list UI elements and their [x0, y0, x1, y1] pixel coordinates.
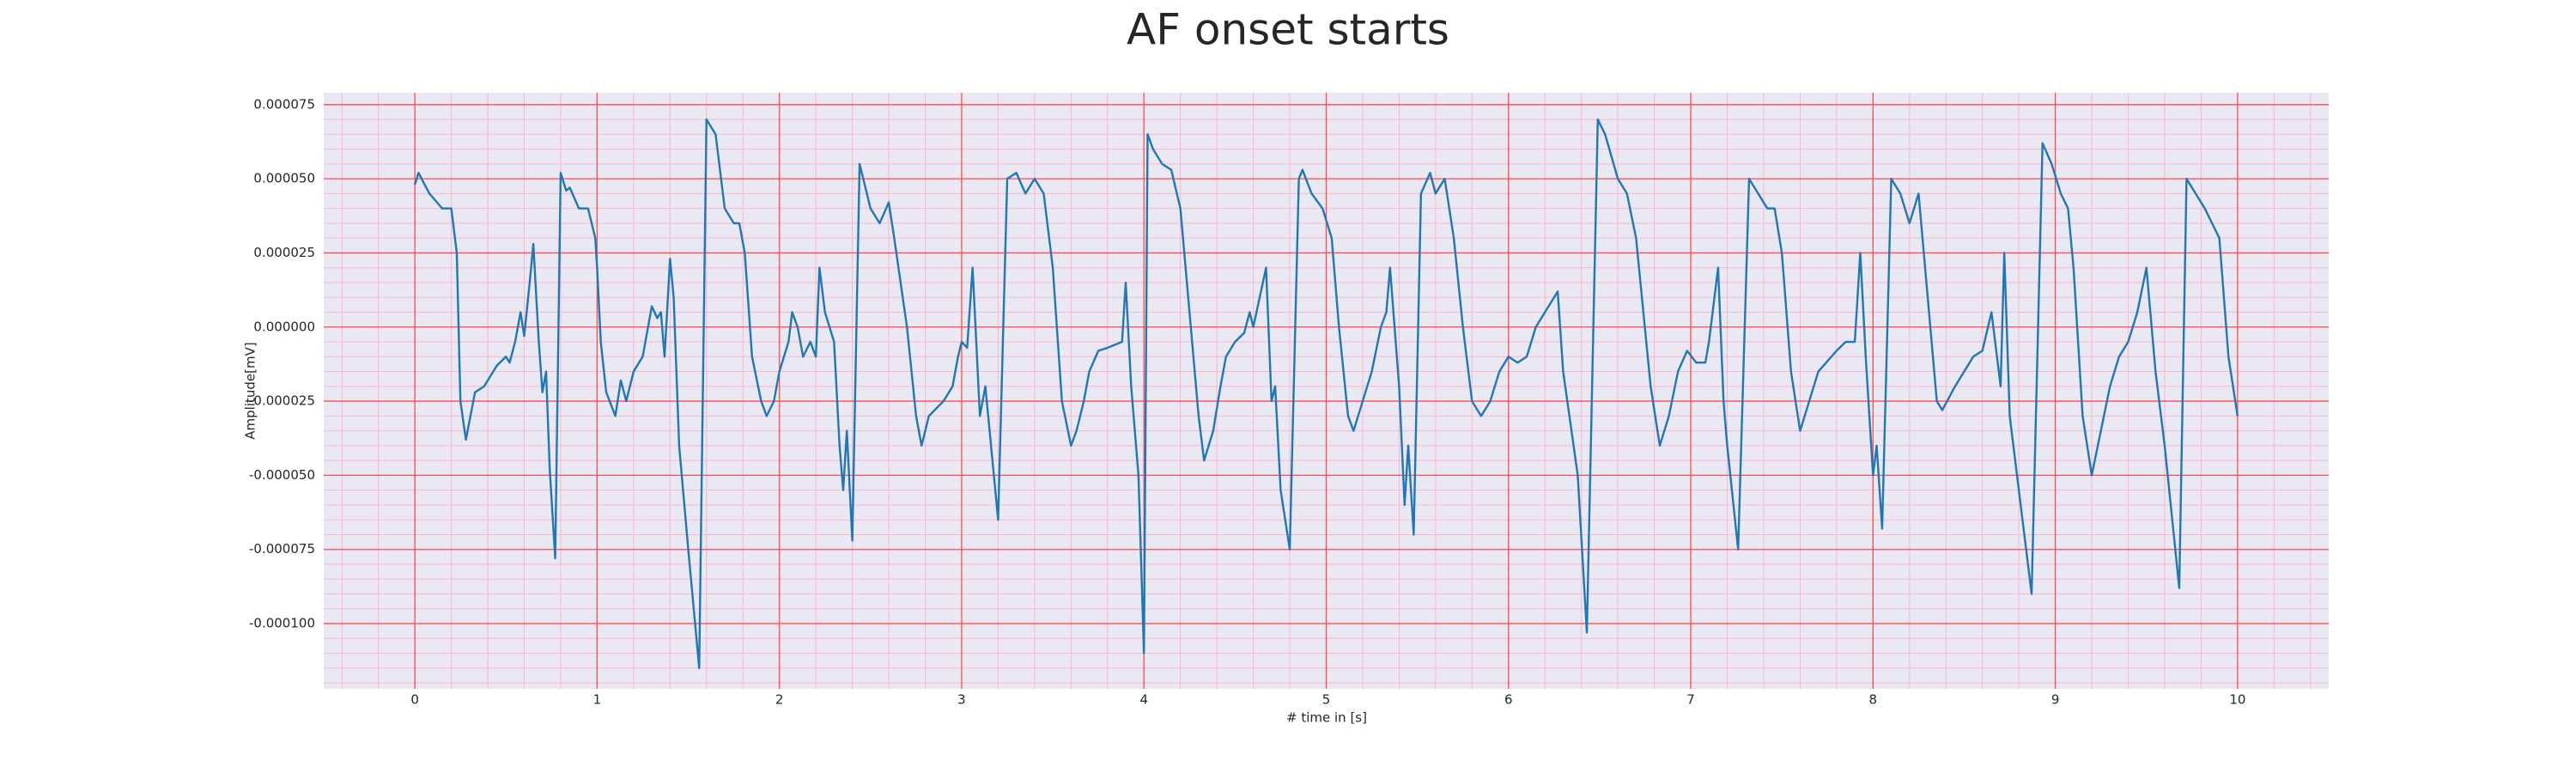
- x-tick-label: 4: [1139, 692, 1148, 708]
- y-axis-label: Amplitude[mV]: [243, 342, 258, 439]
- x-tick-label: 2: [775, 692, 784, 708]
- x-tick-label: 6: [1504, 692, 1513, 708]
- y-tick-label: 0.000050: [253, 171, 315, 186]
- x-axis-label: # time in [s]: [1286, 710, 1367, 726]
- x-tick-label: 5: [1322, 692, 1331, 708]
- x-tick-label: 9: [2051, 692, 2060, 708]
- chart-title: AF onset starts: [1127, 5, 1449, 55]
- data-line: [413, 118, 2239, 670]
- y-tick-label: 0.000025: [253, 245, 315, 260]
- x-tick-label: 8: [1869, 692, 1878, 708]
- y-tick-label: 0.000075: [253, 96, 315, 112]
- x-tick-label: 3: [957, 692, 966, 708]
- x-tick-label: 7: [1686, 692, 1695, 708]
- x-tick-label: 0: [410, 692, 419, 708]
- y-tick-label: 0.000000: [253, 319, 315, 334]
- x-tick-label: 1: [593, 692, 602, 708]
- y-tick-label: -0.000075: [249, 541, 315, 557]
- y-tick-label: -0.000050: [249, 467, 315, 483]
- y-tick-label: -0.000025: [249, 393, 315, 409]
- x-tick-label: 10: [2229, 692, 2245, 708]
- y-tick-label: -0.000100: [249, 616, 315, 631]
